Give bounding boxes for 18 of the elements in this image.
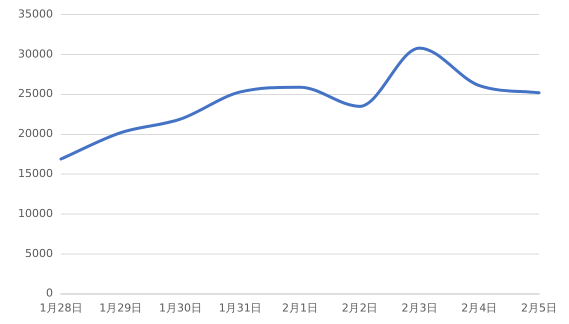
y-tick-label: 15000 <box>18 167 53 180</box>
x-tick-label: 1月30日 <box>158 301 202 314</box>
y-tick-label: 25000 <box>18 87 53 100</box>
x-tick-label: 2月4日 <box>461 301 498 314</box>
y-tick-label: 35000 <box>18 7 53 20</box>
y-tick-label: 20000 <box>18 127 53 140</box>
x-tick-label: 2月3日 <box>402 301 438 314</box>
x-tick-label: 2月1日 <box>282 301 318 314</box>
y-tick-label: 5000 <box>24 246 53 260</box>
x-tick-label: 1月31日 <box>218 301 262 314</box>
y-tick-label: 0 <box>46 286 53 300</box>
x-tick-label: 1月29日 <box>99 301 142 314</box>
x-tick-label: 1月28日 <box>39 301 82 314</box>
x-tick-label: 2月2日 <box>342 301 378 314</box>
x-tick-label: 2月5日 <box>521 301 557 314</box>
line-series <box>59 46 540 160</box>
y-tick-label: 10000 <box>18 206 53 220</box>
y-tick-label: 30000 <box>18 47 53 60</box>
